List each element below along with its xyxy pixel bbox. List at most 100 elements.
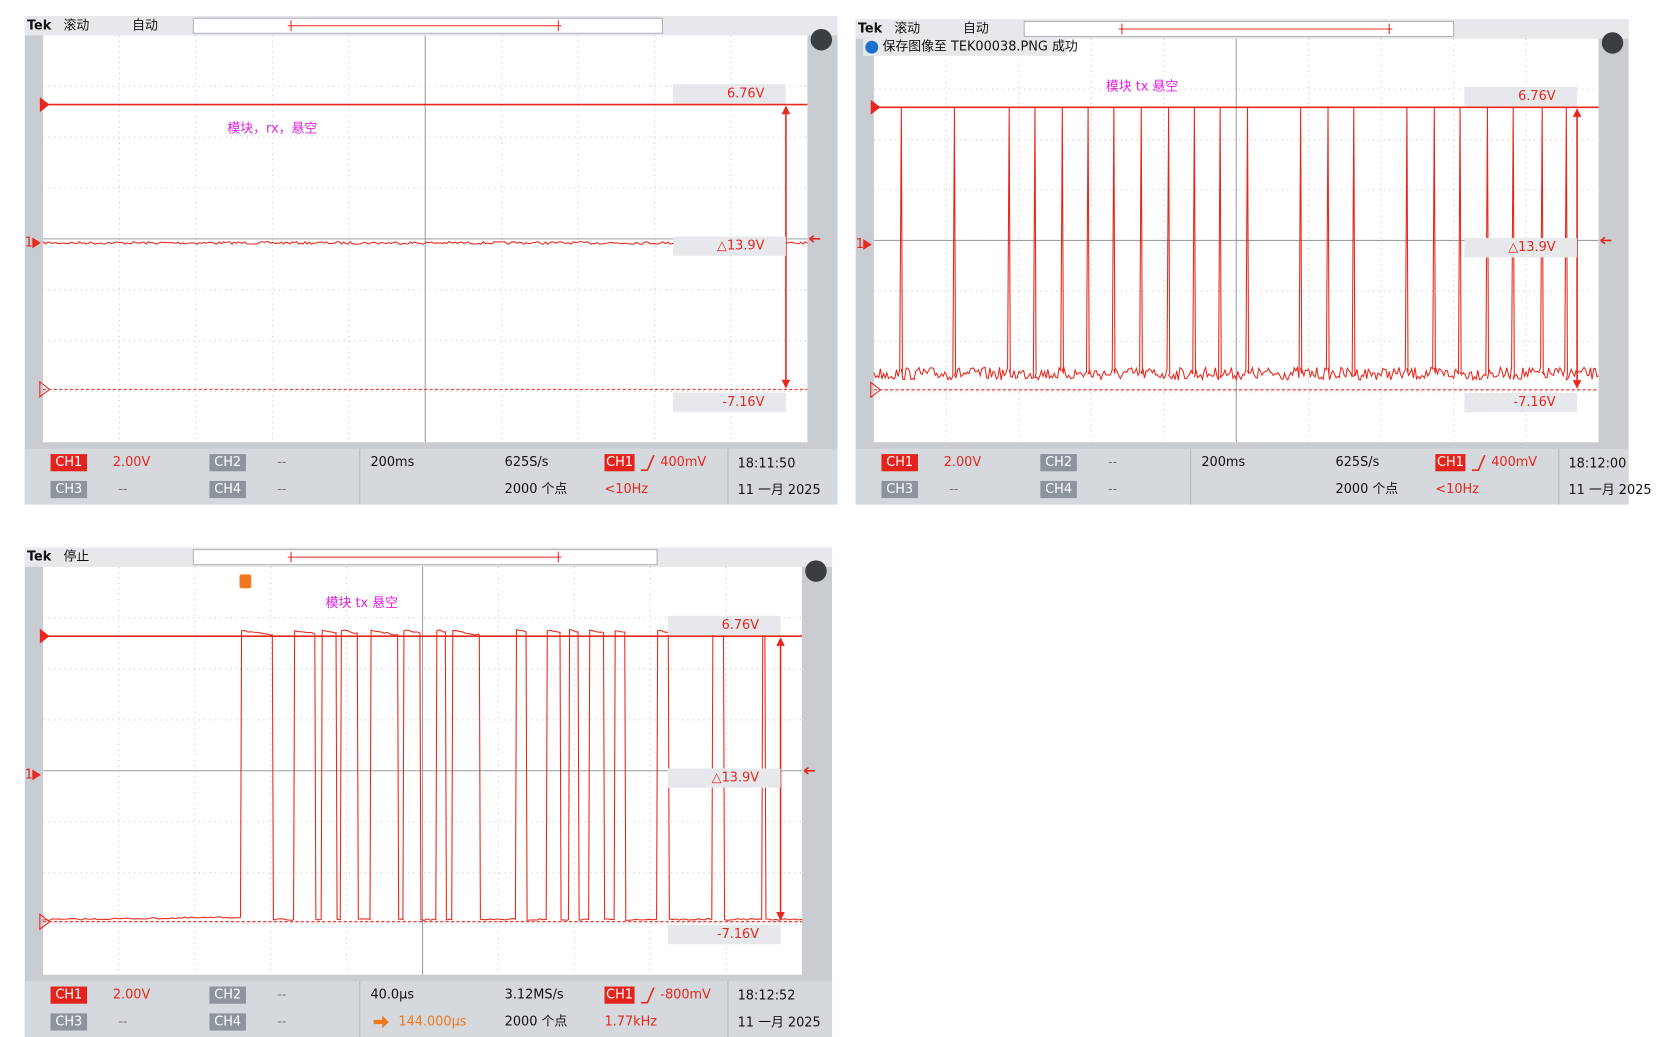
channel-badge <box>604 454 635 472</box>
bottom-bar <box>24 981 833 1037</box>
channel-badge <box>209 986 246 1004</box>
label: -- <box>118 1014 128 1029</box>
label: CH2 <box>214 988 241 1003</box>
channel-badge <box>50 480 88 499</box>
trigger-marker <box>803 766 815 775</box>
marker <box>39 913 51 931</box>
label: -- <box>1108 482 1118 497</box>
label: -7.16V <box>717 927 759 942</box>
label: 1.77kHz <box>604 1014 657 1029</box>
label: 2.00V <box>113 455 151 470</box>
label: 2.00V <box>944 455 982 470</box>
marker <box>39 380 51 399</box>
label: 2000 个点 <box>505 482 568 497</box>
label: -7.16V <box>1513 395 1555 410</box>
notice-bg <box>863 38 1068 56</box>
label: 144.000μs <box>398 1014 466 1029</box>
label: -- <box>949 482 959 497</box>
label: 400mV <box>1491 455 1537 470</box>
label: 18:11:50 <box>738 456 796 471</box>
label: Tek <box>858 21 883 36</box>
position-icon <box>373 1015 389 1029</box>
channel-badge <box>209 454 246 472</box>
label: 625S/s <box>1336 455 1380 470</box>
label: 200ms <box>1201 455 1245 470</box>
marker <box>870 99 881 115</box>
label: CH4 <box>214 1014 241 1029</box>
channel-badge <box>1435 454 1466 472</box>
channel-badge <box>50 454 88 472</box>
label: 1 <box>25 767 33 782</box>
channel-badge <box>881 480 918 499</box>
label: -- <box>277 988 287 1003</box>
label: 1 <box>25 235 33 250</box>
label: 模块 tx 悬空 <box>1106 80 1178 95</box>
cursor-readout <box>667 768 781 788</box>
label: CH1 <box>606 455 633 470</box>
label: △13.9V <box>712 771 760 786</box>
label: 2.00V <box>113 988 151 1003</box>
channel-badge <box>209 480 246 499</box>
label: 11 一月 2025 <box>1568 483 1651 498</box>
label: 保存图像至 TEK00038.PNG 成功 <box>883 40 1078 55</box>
label: CH1 <box>606 988 633 1003</box>
label: △13.9V <box>1508 240 1556 255</box>
label: 1 <box>856 237 864 252</box>
label: <10Hz <box>1435 482 1479 497</box>
waveform <box>42 628 803 921</box>
menu-icon <box>810 28 833 51</box>
label: CH1 <box>55 988 82 1003</box>
channel-badge <box>881 454 918 472</box>
channel-badge <box>50 1013 88 1031</box>
label: 模块，rx，悬空 <box>227 122 317 137</box>
slope-icon <box>640 454 655 471</box>
label: 自动 <box>963 21 989 36</box>
label: -7.16V <box>722 395 764 410</box>
label: 滚动 <box>894 20 920 36</box>
label: -- <box>277 482 287 497</box>
channel-badge <box>1040 454 1077 472</box>
cursor-readout <box>1464 238 1578 258</box>
label: 625S/s <box>505 455 549 470</box>
trigger-icon <box>239 574 252 589</box>
label: CH3 <box>55 482 82 497</box>
label: -800mV <box>660 988 711 1003</box>
cursor-readout <box>667 615 781 636</box>
label: 40.0μs <box>370 988 414 1003</box>
channel-badge <box>50 986 88 1004</box>
menu-icon <box>1601 32 1624 54</box>
label: CH3 <box>55 1014 82 1029</box>
cursor-readout <box>673 84 786 104</box>
cursor-readout <box>1464 86 1578 107</box>
label: CH1 <box>886 455 913 470</box>
label: 3.12MS/s <box>505 988 564 1003</box>
marker <box>32 237 41 249</box>
cursor-readout <box>1464 393 1578 413</box>
label: 200ms <box>370 455 414 470</box>
bottom-bar <box>24 448 838 505</box>
label: 6.76V <box>722 618 760 633</box>
channel-badge <box>1040 480 1077 499</box>
label: CH4 <box>214 482 241 497</box>
label: Tek <box>27 18 52 33</box>
marker <box>39 628 50 644</box>
label: CH2 <box>1045 455 1072 470</box>
trigger-marker <box>1600 236 1612 245</box>
cursor-readout <box>667 924 781 945</box>
label: CH4 <box>1045 482 1072 497</box>
label: 400mV <box>660 455 706 470</box>
label: -- <box>277 455 287 470</box>
label: 滚动 <box>63 17 89 33</box>
label: -- <box>1108 455 1118 470</box>
label: CH1 <box>55 455 82 470</box>
label: 2000 个点 <box>505 1014 568 1029</box>
label: 2000 个点 <box>1336 482 1399 497</box>
menu-icon <box>805 560 827 582</box>
label: 6.76V <box>1518 89 1556 104</box>
label: -- <box>118 482 128 497</box>
marker <box>863 239 872 250</box>
label: Tek <box>27 550 52 565</box>
label: △13.9V <box>717 239 765 254</box>
